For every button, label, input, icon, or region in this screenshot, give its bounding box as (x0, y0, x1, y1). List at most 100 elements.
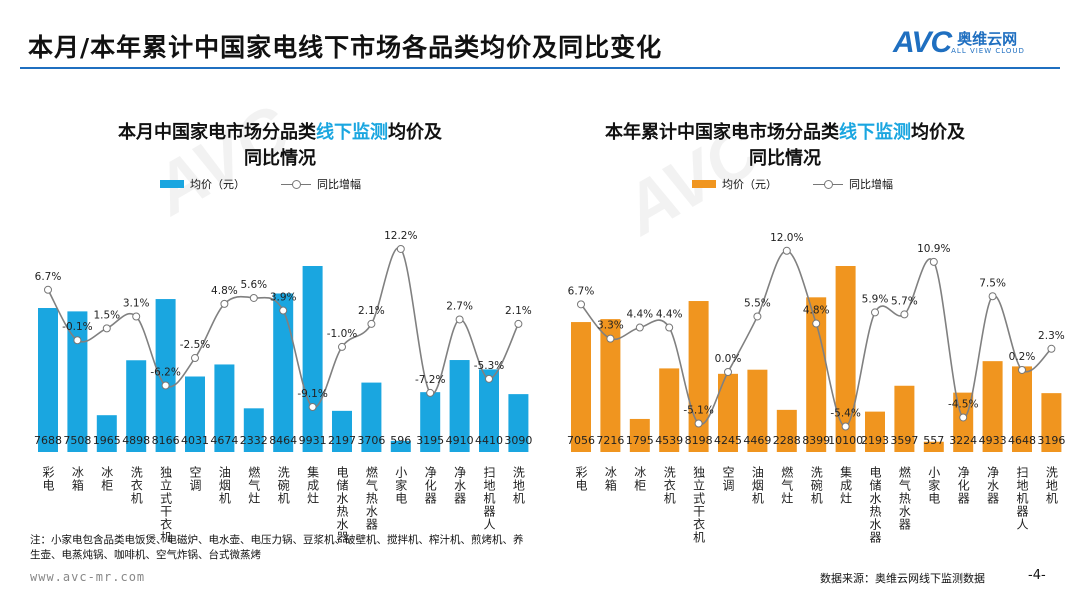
category-label: 彩电 (41, 466, 55, 492)
bar-value-label: 4410 (475, 434, 503, 447)
yoy-point (102, 324, 111, 333)
bar-value-label: 4031 (181, 434, 209, 447)
bar-value-label: 3195 (416, 434, 444, 447)
category-label: 空调 (721, 466, 735, 492)
yoy-label: 12.2% (384, 230, 417, 242)
yoy-label: 5.6% (240, 279, 267, 291)
yoy-label: 2.7% (446, 300, 473, 312)
bar-value-label: 4674 (210, 434, 238, 447)
bar (126, 360, 147, 452)
yoy-point (577, 300, 585, 309)
website-url: www.avc-mr.com (30, 570, 146, 584)
bar (214, 364, 235, 452)
bar (38, 308, 58, 452)
bar-value-label: 557 (923, 434, 944, 447)
logo: AVC 奥维云网 ALL VIEW CLOUD (893, 26, 1025, 59)
legend-line-swatch (281, 179, 311, 189)
bar-value-label: 8166 (152, 434, 180, 447)
yoy-point (988, 292, 997, 301)
bar (155, 299, 176, 452)
bar-value-label: 7508 (63, 434, 91, 447)
yoy-label: 4.8% (211, 285, 238, 297)
category-label: 燃气热水器 (897, 465, 911, 531)
yoy-point (724, 368, 732, 376)
category-label: 净化器 (956, 466, 970, 505)
category-label: 洗碗机 (809, 466, 823, 505)
yoy-label: -9.1% (297, 388, 327, 400)
category-label: 独立式干衣机 (159, 466, 173, 544)
bar-value-label: 4245 (714, 434, 742, 447)
bar (273, 293, 294, 452)
yoy-label: 12.0% (770, 232, 803, 244)
category-label: 小家电 (394, 466, 408, 505)
yoy-label: -6.2% (150, 367, 180, 379)
yoy-label: 0.2% (1009, 351, 1036, 363)
yoy-label: -5.4% (830, 408, 860, 420)
bar (600, 319, 621, 452)
bar-value-label: 4539 (655, 434, 683, 447)
category-label: 净化器 (423, 466, 437, 505)
bar (420, 392, 441, 452)
category-label: 燃气灶 (780, 465, 794, 505)
yoy-label: -5.3% (474, 360, 504, 372)
bar (776, 409, 797, 452)
yoy-label: 7.5% (979, 277, 1006, 289)
bar (923, 441, 944, 452)
legend-line-swatch (813, 179, 843, 189)
bar-value-label: 8198 (685, 434, 713, 447)
bar (629, 418, 650, 452)
bar-value-label: 3224 (949, 434, 977, 447)
header-divider (20, 67, 1060, 69)
category-label: 冰箱 (70, 466, 84, 492)
bar (479, 369, 499, 452)
bar-value-label: 2197 (328, 434, 356, 447)
yoy-label: 6.7% (35, 271, 62, 283)
bar (361, 382, 382, 452)
category-label: 冰柜 (633, 466, 647, 492)
bar-value-label: 4469 (743, 434, 771, 447)
yoy-point (1047, 344, 1056, 353)
yoy-label: -7.2% (415, 374, 445, 386)
yoy-label: 4.4% (626, 309, 653, 321)
category-label: 彩电 (574, 466, 588, 492)
category-label: 小家电 (927, 466, 941, 505)
bar-value-label: 1795 (626, 434, 654, 447)
category-label: 燃气热水器 (364, 465, 378, 531)
right-chart-title: 本年累计中国家电市场分品类线下监测均价及 同比情况 (605, 122, 965, 169)
category-label: 集成灶 (306, 465, 320, 505)
bar-value-label: 8464 (269, 434, 297, 447)
bar (747, 369, 768, 452)
category-label: 燃气灶 (247, 465, 261, 505)
yoy-point (812, 319, 821, 328)
yoy-point (514, 319, 523, 328)
page-number: -4- (1028, 568, 1046, 583)
bar-value-label: 3196 (1037, 434, 1065, 447)
bar (1041, 393, 1062, 452)
yoy-point (191, 354, 199, 363)
yoy-point (485, 374, 493, 383)
bar (865, 411, 885, 452)
bar (718, 373, 738, 452)
yoy-point (132, 312, 141, 321)
bar (67, 311, 88, 452)
bar (243, 408, 264, 452)
yoy-point (900, 310, 909, 319)
yoy-label: 4.8% (803, 305, 830, 317)
category-label: 油烟机 (750, 466, 764, 505)
bar-value-label: 9931 (299, 434, 327, 447)
bar (449, 360, 470, 452)
bar-value-label: 4648 (1008, 434, 1036, 447)
yoy-label: -4.5% (948, 398, 978, 410)
bar (185, 376, 205, 452)
bar (982, 361, 1003, 452)
category-label: 电储水热水器 (335, 466, 349, 544)
bar (302, 266, 323, 452)
yoy-label: -5.1% (683, 405, 713, 417)
bar (894, 385, 915, 452)
bar-value-label: 3597 (890, 434, 918, 447)
yoy-label: 3.9% (270, 292, 297, 304)
category-label: 洗衣机 (129, 466, 143, 505)
yoy-label: -1.0% (327, 328, 357, 340)
yoy-point (161, 381, 170, 390)
